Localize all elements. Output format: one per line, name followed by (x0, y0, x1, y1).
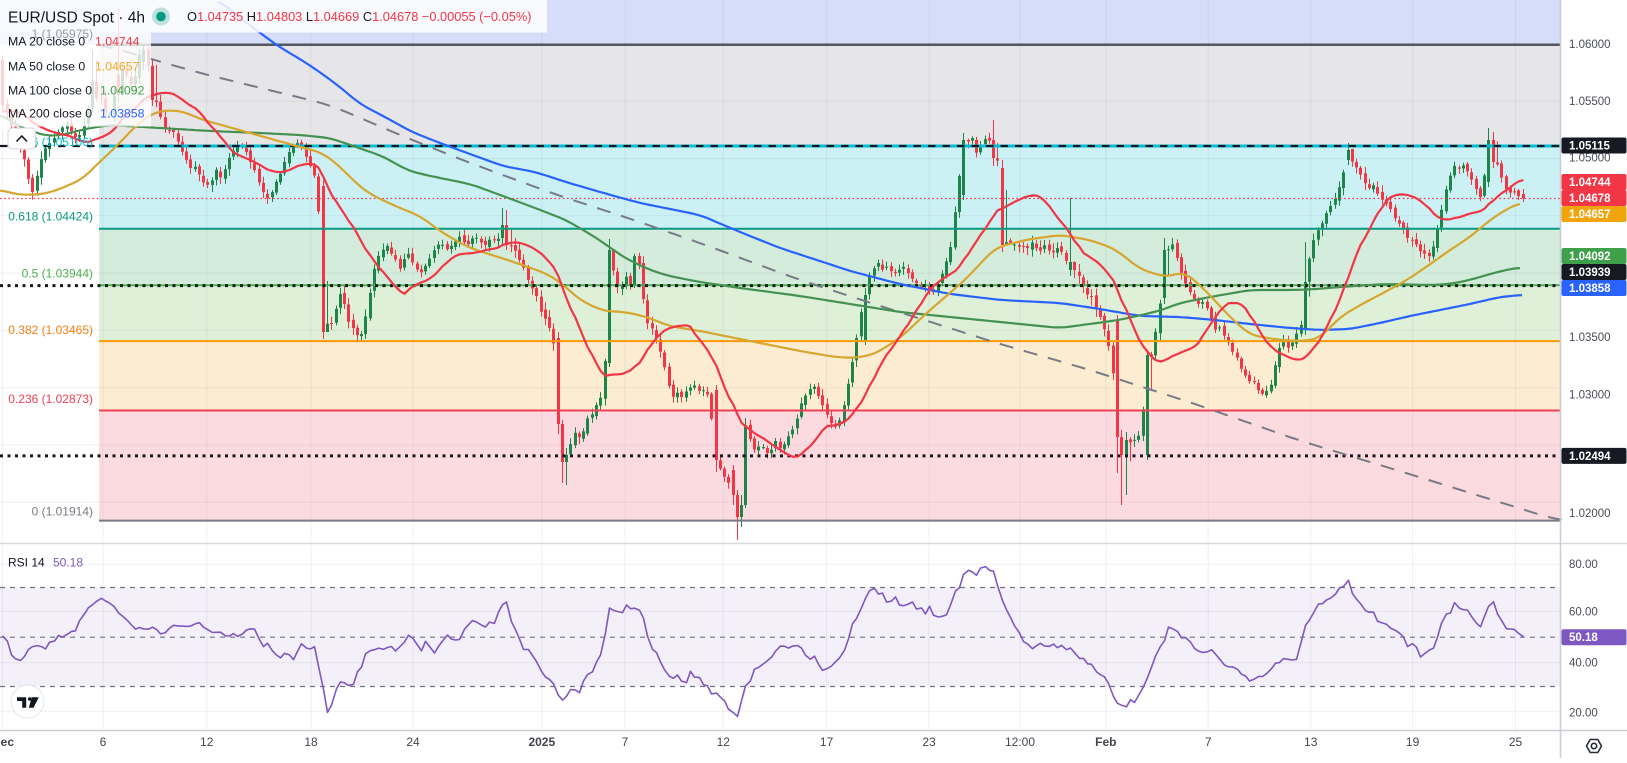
svg-text:0.618 (1.04424): 0.618 (1.04424) (8, 210, 93, 224)
svg-text:MA 200 close 0: MA 200 close 0 (8, 107, 92, 121)
svg-text:19: 19 (1406, 735, 1420, 749)
svg-text:1.02000: 1.02000 (1569, 508, 1611, 520)
svg-text:24: 24 (406, 735, 420, 749)
svg-text:1.06000: 1.06000 (1569, 39, 1611, 51)
svg-text:1 (1.05975): 1 (1.05975) (32, 27, 93, 41)
svg-text:1.03500: 1.03500 (1569, 332, 1611, 344)
svg-text:Dec: Dec (0, 735, 14, 749)
svg-text:1.04657: 1.04657 (95, 60, 140, 74)
svg-text:1.03858: 1.03858 (1569, 283, 1611, 295)
svg-text:0 (1.01914): 0 (1.01914) (32, 504, 93, 518)
svg-text:0.5 (1.03944): 0.5 (1.03944) (22, 266, 93, 280)
svg-text:1.05115: 1.05115 (1569, 141, 1611, 153)
svg-text:1.04744: 1.04744 (95, 35, 140, 49)
svg-text:O1.04735 H1.04803 L1.04669 C1.: O1.04735 H1.04803 L1.04669 C1.04678 −0.0… (187, 9, 531, 24)
svg-text:12:00: 12:00 (1005, 735, 1035, 749)
svg-text:50.18: 50.18 (53, 556, 83, 570)
svg-text:25: 25 (1509, 735, 1523, 749)
svg-text:1.04092: 1.04092 (100, 83, 145, 97)
svg-text:1.03858: 1.03858 (100, 107, 145, 121)
svg-text:RSI 14: RSI 14 (8, 556, 45, 570)
svg-text:7: 7 (622, 735, 629, 749)
svg-text:MA 100 close 0: MA 100 close 0 (8, 83, 92, 97)
svg-text:1.04657: 1.04657 (1569, 209, 1611, 221)
svg-text:7: 7 (1205, 735, 1212, 749)
svg-text:80.00: 80.00 (1569, 559, 1598, 571)
svg-text:12: 12 (200, 735, 214, 749)
svg-text:12: 12 (717, 735, 731, 749)
svg-text:Feb: Feb (1095, 735, 1116, 749)
svg-text:0.382 (1.03465): 0.382 (1.03465) (8, 323, 93, 337)
svg-text:1.03939: 1.03939 (1569, 267, 1611, 279)
svg-text:MA 50 close 0: MA 50 close 0 (8, 60, 85, 74)
svg-text:50.18: 50.18 (1569, 632, 1598, 644)
svg-text:0.236 (1.02873): 0.236 (1.02873) (8, 392, 93, 406)
svg-text:23: 23 (922, 735, 936, 749)
svg-text:40.00: 40.00 (1569, 658, 1598, 670)
svg-text:1.03000: 1.03000 (1569, 390, 1611, 402)
svg-text:17: 17 (820, 735, 834, 749)
svg-text:18: 18 (304, 735, 318, 749)
svg-text:2025: 2025 (528, 735, 555, 749)
svg-text:EUR/USD Spot · 4h: EUR/USD Spot · 4h (8, 10, 145, 27)
svg-text:1.04678: 1.04678 (1569, 193, 1611, 205)
svg-text:13: 13 (1304, 735, 1318, 749)
svg-text:1.05500: 1.05500 (1569, 96, 1611, 108)
svg-text:MA 20 close 0: MA 20 close 0 (8, 35, 85, 49)
svg-text:20.00: 20.00 (1569, 708, 1598, 720)
svg-text:1.04744: 1.04744 (1569, 177, 1611, 189)
svg-text:1.04092: 1.04092 (1569, 251, 1611, 263)
svg-text:60.00: 60.00 (1569, 606, 1598, 618)
svg-text:1.05000: 1.05000 (1569, 153, 1611, 165)
svg-text:6: 6 (100, 735, 107, 749)
svg-text:1.02494: 1.02494 (1569, 451, 1611, 463)
